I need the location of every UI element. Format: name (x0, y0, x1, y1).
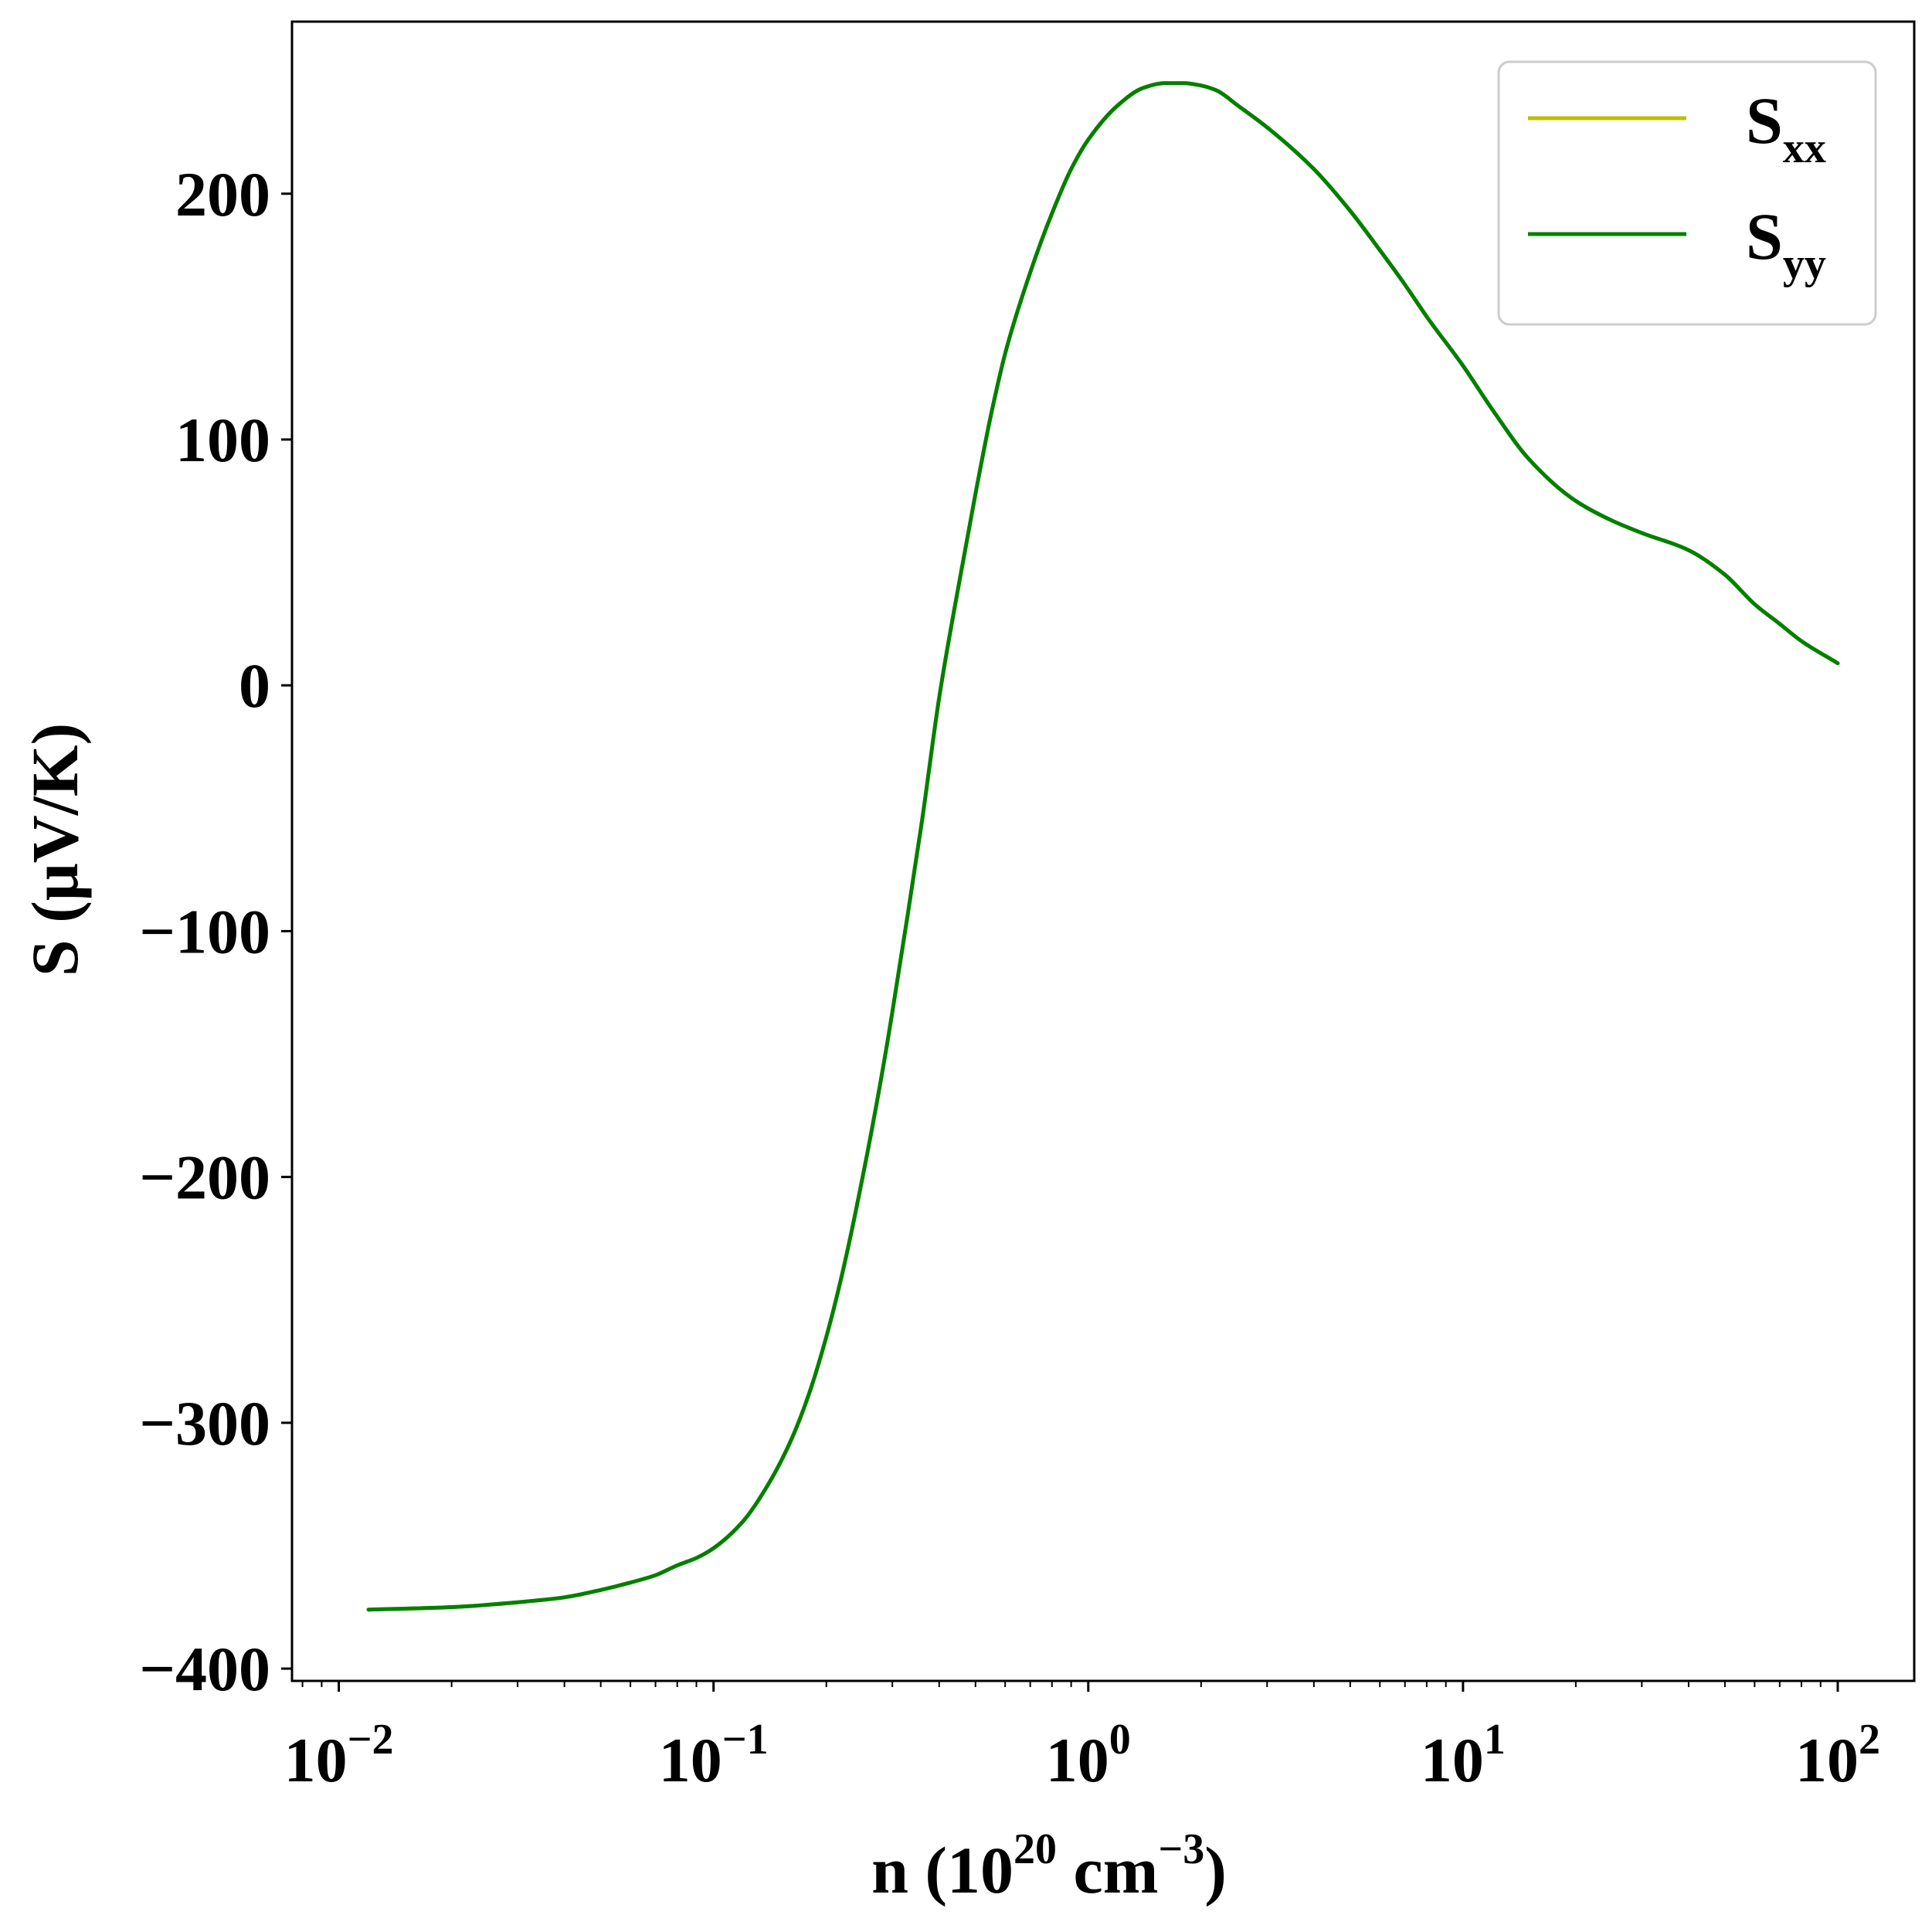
y-tick-label: −100 (139, 896, 270, 966)
y-tick-label: −300 (139, 1388, 270, 1458)
y-tick-label: −400 (139, 1634, 270, 1704)
y-axis-label: S (μV/K) (18, 723, 92, 976)
y-tick-label: 100 (175, 405, 270, 475)
y-tick-label: −200 (139, 1142, 270, 1213)
y-tick-label: 200 (175, 159, 270, 229)
legend: Sxx Syy (1499, 62, 1876, 324)
y-tick-label: 0 (239, 650, 270, 721)
